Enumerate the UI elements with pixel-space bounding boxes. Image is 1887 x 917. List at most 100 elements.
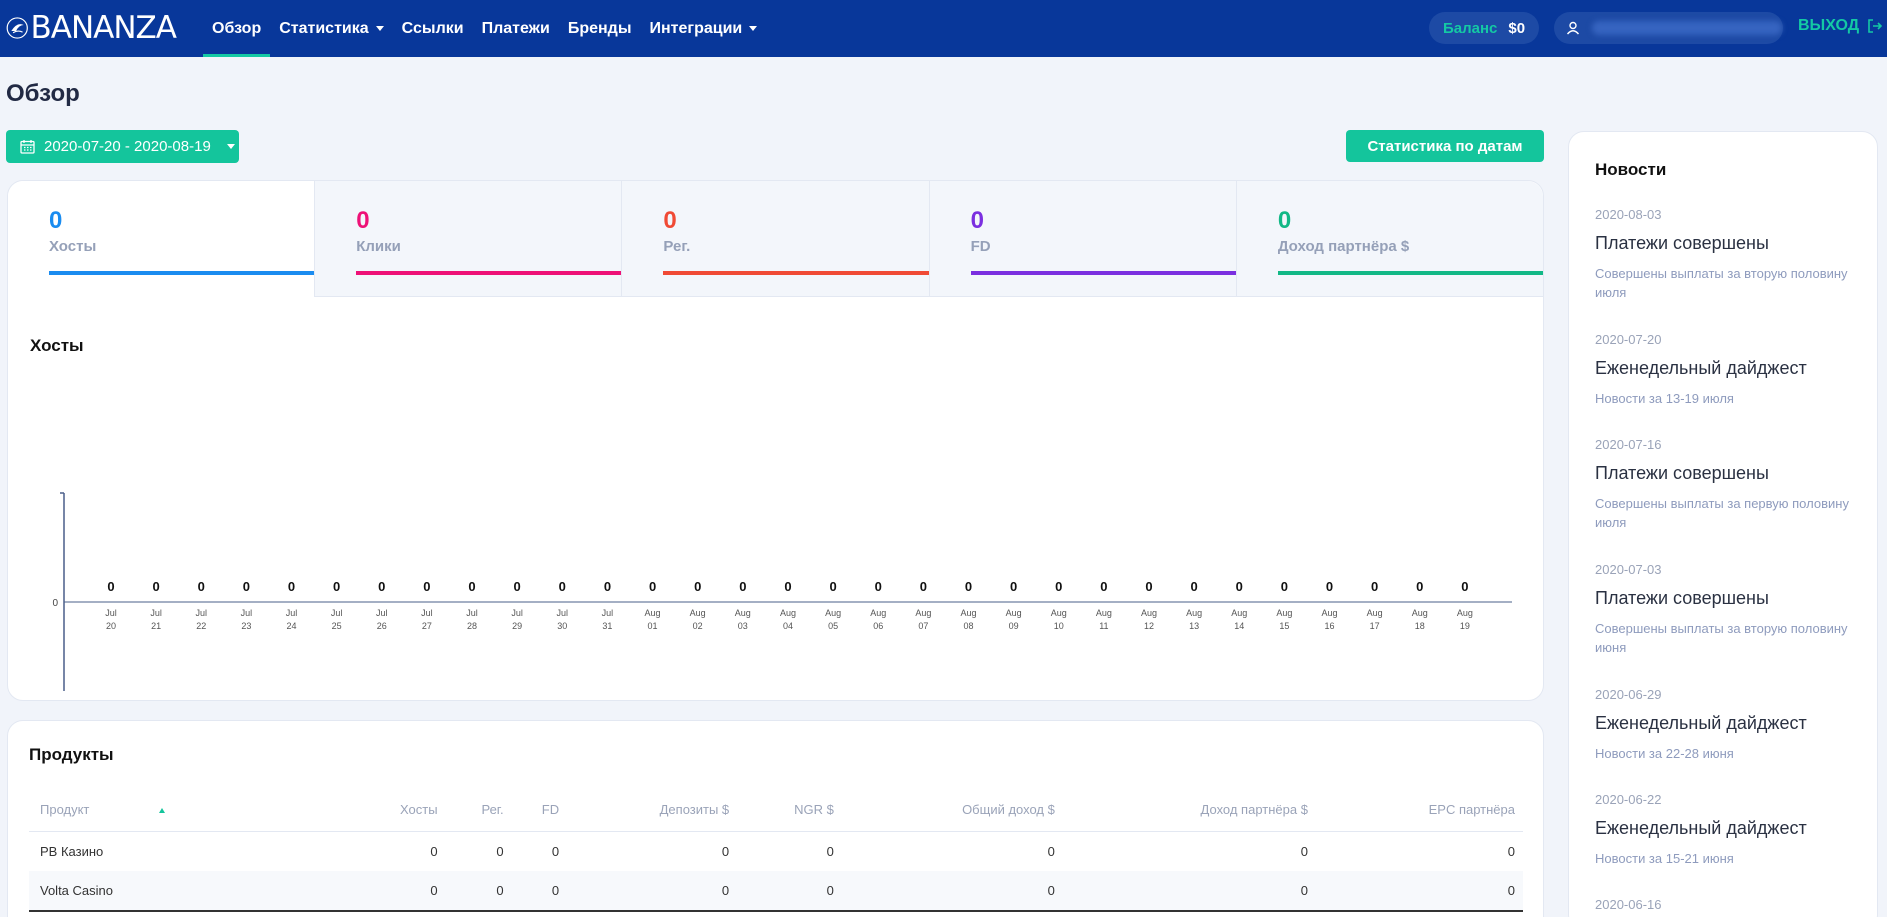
user-menu[interactable] xyxy=(1554,12,1783,44)
brand-logo[interactable]: BANANZA xyxy=(6,9,177,47)
news-date: 2020-06-29 xyxy=(1595,687,1662,702)
x-tick-label-day: 13 xyxy=(1189,621,1199,631)
date-range-picker[interactable]: 2020-07-20 - 2020-08-19 xyxy=(6,130,239,163)
table-cell: 0 xyxy=(430,843,438,859)
column-header[interactable]: NGR $ xyxy=(737,789,842,832)
x-tick-label-month: Jul xyxy=(466,608,478,618)
brand-name: BANANZA xyxy=(30,10,177,46)
kpi-label: Клики xyxy=(356,238,401,255)
column-header[interactable]: Хосты xyxy=(345,789,446,832)
nav-overview[interactable]: Обзор xyxy=(203,0,271,57)
x-tick-label-day: 24 xyxy=(287,621,297,631)
news-date: 2020-07-20 xyxy=(1595,332,1662,347)
news-item[interactable]: 2020-07-03 Платежи совершены Совершены в… xyxy=(1595,562,1865,657)
column-header[interactable]: Депозиты $ xyxy=(567,789,738,832)
nav-links[interactable]: Ссылки xyxy=(393,0,473,57)
x-tick-label-day: 21 xyxy=(151,621,161,631)
products-card: Продукты Продукт Хосты Рег. FD Депозиты … xyxy=(7,720,1544,917)
chevron-down-icon xyxy=(226,144,235,149)
logout-icon xyxy=(1868,19,1883,33)
y-tick-label: 0 xyxy=(52,598,58,609)
data-label: 0 xyxy=(559,579,566,594)
x-tick-label-month: Jul xyxy=(286,608,298,618)
table-row: PB Казино 0 0 0 0 0 0 0 0 xyxy=(29,831,1523,871)
stats-by-dates-button[interactable]: Статистика по датам xyxy=(1346,130,1544,162)
data-label: 0 xyxy=(1191,579,1198,594)
data-label: 0 xyxy=(604,579,611,594)
nav-label: Интеграции xyxy=(649,19,743,37)
news-item[interactable]: 2020-07-20 Еженедельный дайджест Новости… xyxy=(1595,332,1865,408)
data-label: 0 xyxy=(468,579,475,594)
x-tick-label-month: Aug xyxy=(1412,608,1428,618)
kpi-tabs: 0 Хосты 0 Клики 0 Рег. 0 FD 0 Доход парт… xyxy=(8,181,1544,297)
nav-integrations[interactable]: Интеграции xyxy=(641,0,767,57)
news-item[interactable]: 2020-08-03 Платежи совершены Совершены в… xyxy=(1595,207,1865,302)
x-tick-label-month: Aug xyxy=(1141,608,1157,618)
column-header[interactable]: Продукт xyxy=(29,789,346,832)
hosts-chart: 0 0 Jul 20 0 Jul 21 0 Jul 22 0 Jul 23 0 Jul 24 0 Jul 25 0 Ju… xyxy=(52,492,1512,691)
news-panel: Новости 2020-08-03 Платежи совершены Сов… xyxy=(1568,131,1878,917)
table-cell: 0 xyxy=(1507,843,1515,859)
products-table: Продукт Хосты Рег. FD Депозиты $ NGR $ О… xyxy=(29,789,1523,912)
table-cell: Volta Casino xyxy=(29,871,346,912)
column-header[interactable]: Доход партнёра $ xyxy=(1062,789,1316,832)
logo-icon xyxy=(6,17,28,39)
kpi-tab-fd[interactable]: 0 FD xyxy=(928,181,1236,297)
table-cell: 0 xyxy=(737,871,842,912)
kpi-tab-registrations[interactable]: 0 Рег. xyxy=(621,181,929,297)
data-label: 0 xyxy=(333,579,340,594)
user-email-redacted xyxy=(1592,21,1782,35)
x-tick-label-month: Jul xyxy=(557,608,569,618)
news-date: 2020-06-16 xyxy=(1595,897,1662,912)
column-header[interactable]: EPC партнёра xyxy=(1315,789,1523,832)
x-tick-label-day: 22 xyxy=(196,621,206,631)
kpi-tab-partner-income[interactable]: 0 Доход партнёра $ xyxy=(1235,181,1544,297)
kpi-value: 0 xyxy=(663,207,677,234)
table-header-row: Продукт Хосты Рег. FD Депозиты $ NGR $ О… xyxy=(29,789,1523,832)
x-tick-label-month: Aug xyxy=(690,608,706,618)
news-description: Совершены выплаты за первую половину июл… xyxy=(1595,496,1849,530)
sort-asc-icon[interactable] xyxy=(159,808,166,814)
data-label: 0 xyxy=(288,579,295,594)
x-tick-label-day: 20 xyxy=(106,621,116,631)
news-item[interactable]: 2020-06-29 Еженедельный дайджест Новости… xyxy=(1595,687,1865,763)
news-item[interactable]: 2020-06-22 Еженедельный дайджест Новости… xyxy=(1595,792,1865,868)
kpi-tab-clicks[interactable]: 0 Клики xyxy=(314,181,622,297)
news-item[interactable]: 2020-07-16 Платежи совершены Совершены в… xyxy=(1595,437,1865,532)
data-label: 0 xyxy=(829,579,836,594)
news-item[interactable]: 2020-06-16 xyxy=(1595,897,1865,912)
column-header[interactable]: FD xyxy=(511,789,568,832)
balance-badge[interactable]: Баланс $0 xyxy=(1429,12,1539,44)
kpi-label: Хосты xyxy=(49,238,97,255)
x-tick-label-day: 26 xyxy=(377,621,387,631)
news-date: 2020-07-03 xyxy=(1595,562,1662,577)
news-headline: Платежи совершены xyxy=(1595,463,1769,483)
table-cell: 0 xyxy=(496,843,504,859)
data-label: 0 xyxy=(243,579,250,594)
column-header[interactable]: Рег. xyxy=(445,789,512,832)
x-tick-label-day: 02 xyxy=(693,621,703,631)
news-date: 2020-06-22 xyxy=(1595,792,1662,807)
x-tick-label-day: 06 xyxy=(873,621,883,631)
x-tick-label-month: Jul xyxy=(376,608,388,618)
x-tick-label-month: Jul xyxy=(105,608,117,618)
data-label: 0 xyxy=(514,579,521,594)
data-label: 0 xyxy=(1281,579,1288,594)
nav-label: Обзор xyxy=(212,19,262,37)
x-tick-label-month: Jul xyxy=(241,608,253,618)
data-label: 0 xyxy=(649,579,656,594)
x-tick-label-month: Aug xyxy=(915,608,931,618)
data-label: 0 xyxy=(1100,579,1107,594)
nav-statistics[interactable]: Статистика xyxy=(270,0,392,57)
table-cell: 0 xyxy=(841,871,1063,912)
x-tick-label-day: 30 xyxy=(557,621,567,631)
kpi-label: FD xyxy=(970,238,991,255)
nav-payments[interactable]: Платежи xyxy=(473,0,559,57)
nav-brands[interactable]: Бренды xyxy=(559,0,641,57)
logout-button[interactable]: ВЫХОД xyxy=(1798,17,1883,35)
table-cell: 0 xyxy=(1062,871,1316,912)
kpi-tab-hosts[interactable]: 0 Хосты xyxy=(8,181,315,297)
x-tick-label-day: 31 xyxy=(602,621,612,631)
column-header[interactable]: Общий доход $ xyxy=(841,789,1063,832)
x-tick-label-day: 14 xyxy=(1234,621,1244,631)
